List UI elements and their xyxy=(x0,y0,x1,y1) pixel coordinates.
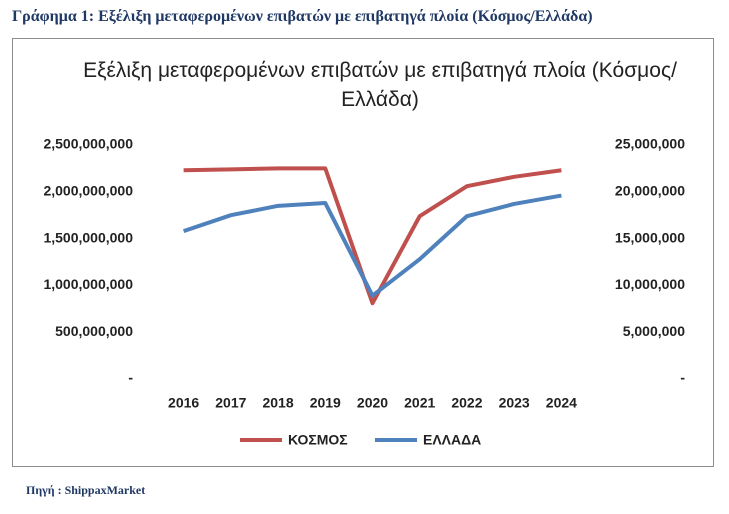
x-tick-label: 2022 xyxy=(451,395,482,411)
line-series xyxy=(182,193,562,298)
x-tick-label: 2017 xyxy=(215,395,246,411)
y-tick-label: - xyxy=(128,370,133,386)
y2-tick-label: - xyxy=(680,370,685,386)
y2-tick-label: 15,000,000 xyxy=(615,229,685,245)
x-tick-label: 2024 xyxy=(546,395,577,411)
y-tick-label: 1,500,000,000 xyxy=(43,229,133,245)
x-tick-label: 2020 xyxy=(357,395,388,411)
y-tick-label: 500,000,000 xyxy=(55,323,133,339)
line-series xyxy=(183,166,562,306)
y2-tick-label: 5,000,000 xyxy=(623,323,685,339)
x-tick-label: 2021 xyxy=(404,395,435,411)
y2-tick-label: 20,000,000 xyxy=(615,183,685,199)
y-tick-label: 1,000,000,000 xyxy=(43,276,133,292)
x-tick-label: 2023 xyxy=(499,395,530,411)
y-tick-label: 2,000,000,000 xyxy=(43,183,133,199)
x-tick-label: 2018 xyxy=(262,395,293,411)
x-tick-label: 2019 xyxy=(310,395,341,411)
chart-frame xyxy=(12,38,714,467)
chart-title: Εξέλιξη μεταφερομένων επιβατών με επιβατ… xyxy=(83,59,677,111)
caption: Γράφημα 1: Εξέλιξη μεταφερομένων επιβατώ… xyxy=(12,8,593,25)
y2-tick-label: 10,000,000 xyxy=(615,276,685,292)
legend-label: ΚΟΣΜΟΣ xyxy=(288,432,348,448)
source: Πηγή : ShippaxMarket xyxy=(26,483,146,497)
x-tick-label: 2016 xyxy=(168,395,199,411)
y2-tick-label: 25,000,000 xyxy=(615,136,685,152)
y-tick-label: 2,500,000,000 xyxy=(43,136,133,152)
legend-label: ΕΛΛΑΔΑ xyxy=(423,432,481,448)
